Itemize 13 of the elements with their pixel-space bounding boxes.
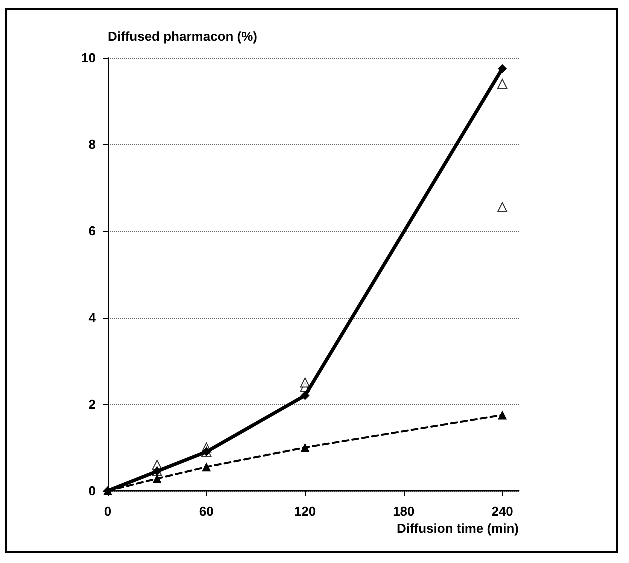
x-tick-label: 180 [393, 504, 415, 519]
x-tick-label: 240 [492, 504, 514, 519]
y-tick-label: 0 [88, 484, 96, 498]
y-tick-label: 2 [88, 396, 96, 412]
x-tick-label: 120 [294, 504, 316, 519]
y-tick-label: 10 [82, 50, 96, 66]
y-tick-label: 6 [88, 224, 96, 239]
y-axis-title: Diffused pharmacon (%) [108, 29, 258, 44]
y-tick-label: 8 [88, 137, 96, 152]
x-tick-label: 60 [199, 504, 214, 519]
x-axis-title: Diffusion time (min) [396, 521, 519, 536]
x-tick-label: 0 [104, 504, 112, 519]
y-tick-label: 4 [88, 310, 97, 326]
